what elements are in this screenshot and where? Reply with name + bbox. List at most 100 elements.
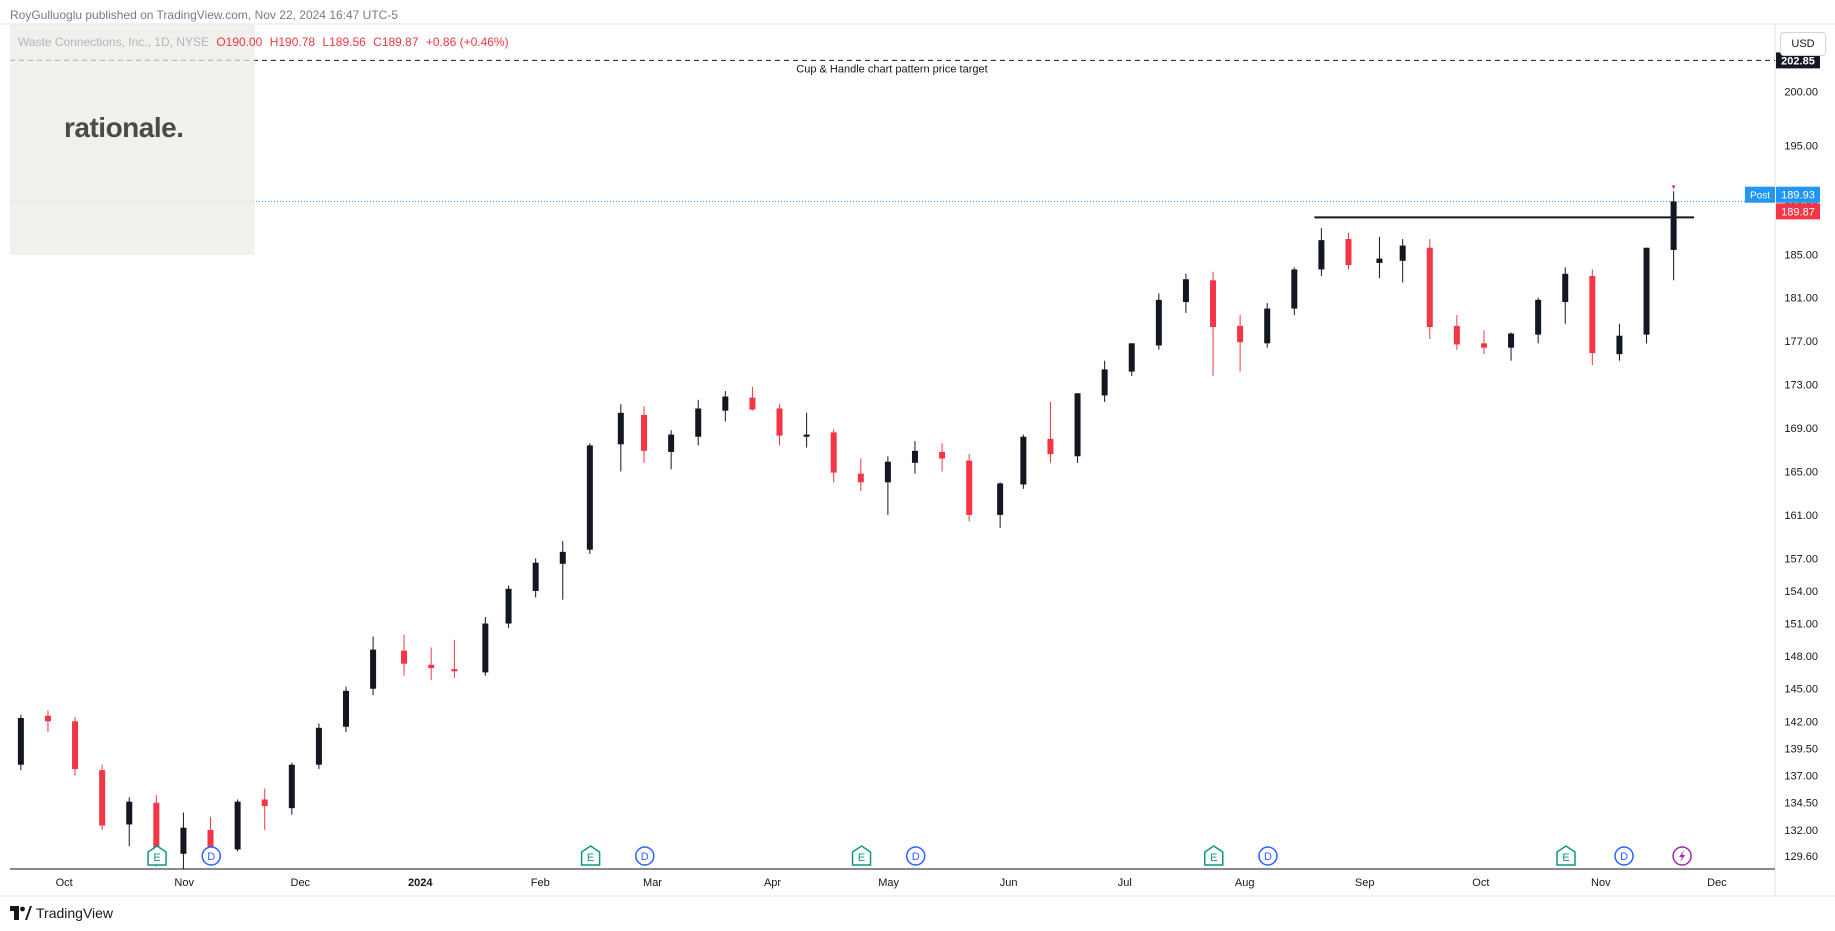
candle-body <box>695 408 702 437</box>
price-tick-label: 151.00 <box>1784 619 1818 631</box>
dividend-event-icon[interactable]: D <box>905 846 926 866</box>
candle <box>1155 293 1162 350</box>
publisher-info: RoyGulluoglu published on TradingView.co… <box>10 8 399 22</box>
candle-body <box>99 770 106 826</box>
close-value: 189.87 <box>381 35 419 49</box>
dividend-event-icon[interactable]: D <box>635 846 655 866</box>
svg-text:202.85: 202.85 <box>1781 55 1815 67</box>
time-tick-label: Jul <box>1118 877 1132 889</box>
post-price-label: Post 189.93 <box>1745 186 1820 203</box>
time-axis: Oct Nov Dec 2024 Feb Mar Apr May Jun Jul Aug Sep Oct… <box>56 877 1728 889</box>
candle <box>343 686 350 733</box>
candle-body <box>997 483 1004 515</box>
candle-body <box>911 450 918 463</box>
candle <box>428 647 435 681</box>
candle-body <box>1616 335 1623 355</box>
candle-body <box>1589 275 1596 354</box>
price-target-annotation: Cup & Handle chart pattern price target <box>796 63 987 75</box>
symbol-legend[interactable]: Waste Connections, Inc., 1D, NYSE O190.0… <box>18 35 509 49</box>
candle <box>641 406 648 463</box>
candle <box>1616 323 1623 361</box>
time-tick-label: Nov <box>1591 877 1611 889</box>
candle-body <box>1345 239 1352 266</box>
candle <box>1376 236 1383 279</box>
time-tick-label: Sep <box>1355 877 1375 889</box>
candle <box>1399 239 1406 283</box>
candle <box>1480 330 1487 355</box>
time-tick-label: Jun <box>1000 877 1018 889</box>
candle <box>1264 303 1271 348</box>
earnings-event-icon[interactable]: E <box>147 845 167 866</box>
candle-body <box>482 623 489 673</box>
candle-body <box>857 473 864 483</box>
dividend-event-icon[interactable]: D <box>1614 846 1634 866</box>
candle-body <box>1399 245 1406 261</box>
dividend-event-icon[interactable]: D <box>201 846 222 866</box>
svg-text:E: E <box>858 852 865 864</box>
candle <box>401 634 408 676</box>
candle <box>505 585 512 628</box>
split-event-icon[interactable] <box>1672 846 1692 866</box>
price-tick-label: 173.00 <box>1784 380 1818 392</box>
footer-brand[interactable]: TradingView <box>10 905 113 921</box>
earnings-event-icon[interactable]: E <box>1204 845 1224 866</box>
candle-body <box>1128 343 1135 372</box>
earnings-event-icon[interactable]: E <box>1556 845 1576 866</box>
candle-body <box>532 562 539 591</box>
earnings-event-icon[interactable]: E <box>851 845 872 866</box>
svg-text:E: E <box>587 852 594 864</box>
candle-body <box>668 434 675 452</box>
price-tick-label: 185.00 <box>1784 249 1818 261</box>
svg-text:189.93: 189.93 <box>1781 190 1815 202</box>
candle-body <box>1480 343 1487 348</box>
candle <box>1453 315 1460 350</box>
candle-body <box>803 434 810 437</box>
currency-button[interactable]: USD <box>1780 32 1826 56</box>
time-tick-label: Apr <box>764 877 781 889</box>
candles <box>17 191 1677 869</box>
candle <box>1318 228 1325 276</box>
open-label: O <box>216 35 226 49</box>
candle-body <box>1508 333 1515 348</box>
price-tick-label: 142.00 <box>1784 716 1818 728</box>
candle-body <box>315 727 322 765</box>
candle-body <box>1670 201 1677 250</box>
candle-body <box>343 690 350 727</box>
svg-text:D: D <box>641 851 649 863</box>
symbol-name: Waste Connections, Inc., 1D, NYSE <box>18 35 209 49</box>
candle <box>1291 267 1298 316</box>
price-tick-label: 200.00 <box>1784 86 1818 98</box>
price-tick-label: 195.00 <box>1784 141 1818 153</box>
time-tick-label: Dec <box>1707 877 1727 889</box>
candle-body <box>1562 273 1569 303</box>
candle-body <box>1318 240 1325 270</box>
candle-body <box>559 551 566 564</box>
price-axis: 204.00200.00195.00190.00185.00181.00177.… <box>1745 43 1820 863</box>
candle <box>830 429 837 483</box>
candle <box>776 404 783 446</box>
candle-body <box>180 827 187 854</box>
tradingview-brand-text: TradingView <box>36 905 114 921</box>
candle-body <box>1291 269 1298 309</box>
time-tick-label: Dec <box>291 877 311 889</box>
dividend-event-icon[interactable]: D <box>1258 846 1278 866</box>
candle <box>1426 239 1433 339</box>
candle-body <box>153 802 160 852</box>
candle <box>370 636 377 696</box>
time-tick-label: Aug <box>1235 877 1255 889</box>
candle <box>126 797 133 847</box>
svg-text:E: E <box>1210 852 1217 864</box>
candle <box>1101 360 1108 402</box>
price-tick-label: 129.60 <box>1784 851 1818 863</box>
candle <box>803 412 810 448</box>
candle <box>1535 297 1542 344</box>
candle <box>1047 401 1054 463</box>
svg-text:E: E <box>1562 852 1569 864</box>
candle-body <box>1376 258 1383 263</box>
candle-body <box>1453 325 1460 345</box>
candle-body <box>261 799 268 807</box>
price-tick-label: 177.00 <box>1784 336 1818 348</box>
candle-body <box>1535 299 1542 335</box>
earnings-event-icon[interactable]: E <box>580 845 601 866</box>
